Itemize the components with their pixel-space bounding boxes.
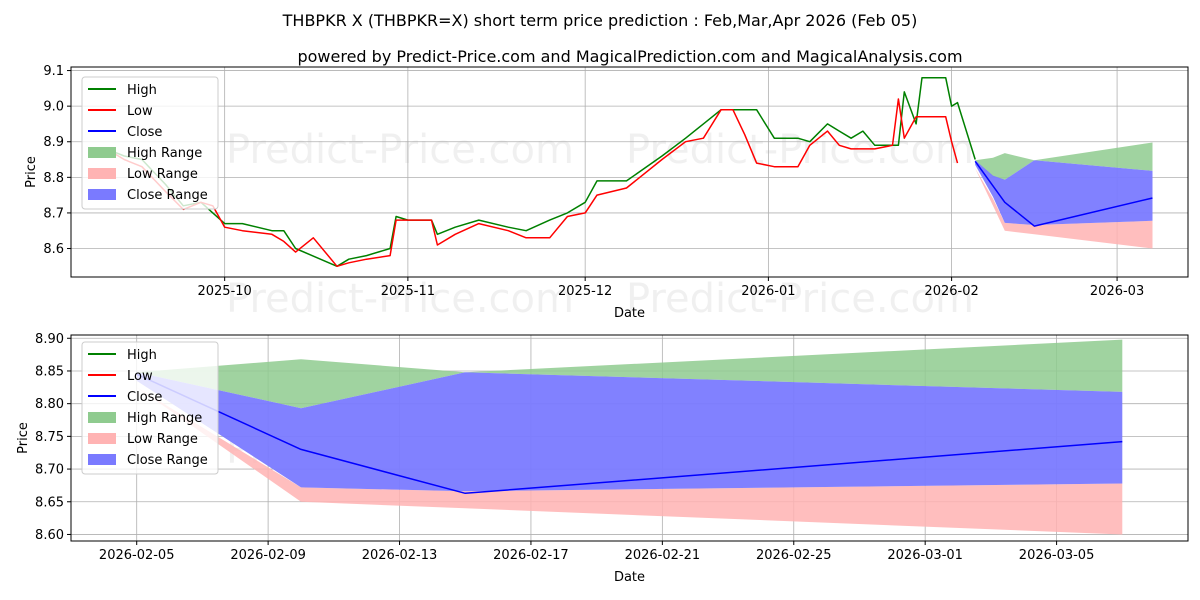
x-axis-label: Date [614, 570, 645, 585]
legend-swatch-high-range [88, 412, 116, 423]
legend-swatch-high-range [88, 147, 116, 158]
legend-label: High Range [127, 411, 202, 426]
x-tick-label: 2026-03-01 [887, 548, 963, 563]
y-axis-label: Price [16, 422, 31, 454]
x-tick-label: 2026-01 [741, 284, 795, 299]
legend-label: Close [127, 125, 162, 140]
low-range-band [136, 387, 1123, 535]
axes-frame [70, 66, 1189, 278]
high-series-line [106, 76, 976, 268]
y-tick-label: 8.6 [43, 242, 64, 257]
x-tick-label: 2025-10 [197, 284, 251, 299]
plot-area [136, 339, 1123, 535]
legend-label: High [127, 348, 157, 363]
close-series-line [974, 160, 1153, 227]
legend-label: Low Range [127, 167, 198, 182]
x-tick-label: 2026-02-21 [625, 548, 701, 563]
y-tick-label: 8.75 [35, 430, 64, 445]
legend-label: High Range [127, 146, 202, 161]
y-tick-label: 8.7 [43, 206, 64, 221]
y-tick-label: 8.70 [35, 463, 64, 478]
legend-swatch-close-range [88, 454, 116, 465]
legend-label: High [127, 83, 157, 98]
x-tick-label: 2026-02 [924, 284, 978, 299]
watermark-text: Predict-Price.com [226, 127, 574, 173]
legend-label: Close Range [127, 188, 208, 203]
watermark-text: Predict-Price.com [626, 276, 974, 322]
y-tick-label: 8.85 [35, 364, 64, 379]
axes-frame [70, 334, 1189, 542]
legend-swatch-close-range [88, 189, 116, 200]
high-range-band [975, 142, 1153, 180]
y-tick-label: 8.65 [35, 495, 64, 510]
x-tick-label: 2026-02-09 [230, 548, 306, 563]
legend: High Low Close High Range Low Range Close Ran… [81, 341, 219, 475]
bottom-panel: Predict-Price.comPredict-Price.com2026-0… [16, 332, 1189, 585]
y-axis-label: Price [24, 156, 39, 188]
legend-label: Close Range [127, 453, 208, 468]
x-tick-label: 2025-11 [381, 284, 435, 299]
x-axis-label: Date [614, 306, 645, 321]
y-tick-label: 9.1 [43, 64, 64, 79]
y-tick-label: 8.60 [35, 528, 64, 543]
low-range-band [975, 168, 1153, 249]
watermark-text: Predict-Price.com [626, 127, 974, 173]
legend-label: Close [127, 390, 162, 405]
low-series-line [106, 98, 959, 268]
chart-subtitle: powered by Predict-Price.com and Magical… [297, 47, 962, 66]
legend-label: Low Range [127, 432, 198, 447]
y-tick-label: 8.8 [43, 171, 64, 186]
x-tick-label: 2026-03 [1090, 284, 1144, 299]
legend: High Low Close High Range Low Range Close Ran… [81, 76, 219, 210]
watermark-text: Predict-Price.com [226, 276, 574, 322]
x-tick-label: 2026-02-05 [99, 548, 175, 563]
x-tick-label: 2026-02-25 [756, 548, 832, 563]
legend-label: Low [127, 369, 153, 384]
y-tick-label: 8.80 [35, 397, 64, 412]
close-series-line [136, 373, 1123, 495]
chart-title: THBPKR X (THBPKR=X) short term price pre… [282, 11, 918, 30]
x-tick-label: 2026-02-17 [493, 548, 569, 563]
legend-label: Low [127, 104, 153, 119]
top-panel: Predict-Price.com Predict-Price.com Predic… [24, 64, 1189, 322]
legend-swatch-low-range [88, 433, 116, 444]
y-tick-label: 8.90 [35, 332, 64, 347]
y-tick-label: 9.0 [43, 100, 64, 115]
y-tick-label: 8.9 [43, 135, 64, 150]
x-tick-label: 2026-02-13 [362, 548, 438, 563]
x-tick-label: 2025-12 [558, 284, 612, 299]
legend-swatch-low-range [88, 168, 116, 179]
high-range-band [136, 339, 1123, 409]
x-tick-label: 2026-03-05 [1019, 548, 1095, 563]
plot-area [106, 76, 1153, 268]
